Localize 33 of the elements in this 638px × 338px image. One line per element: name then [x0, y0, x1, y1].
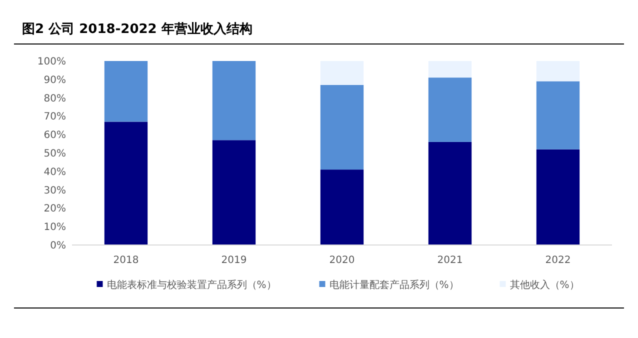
y-tick-label: 40% [44, 166, 66, 178]
y-tick-label: 50% [44, 148, 66, 160]
bar [212, 61, 256, 140]
bar [104, 122, 148, 245]
bar [536, 61, 580, 82]
bar [320, 170, 364, 245]
y-tick-label: 100% [37, 56, 66, 68]
x-tick-label: 2019 [221, 255, 247, 266]
x-tick-label: 2018 [113, 255, 139, 266]
legend-label: 其他收入（%） [510, 279, 580, 291]
bar [320, 84, 364, 170]
y-tick-label: 70% [44, 112, 66, 123]
y-tick-label: 0% [50, 240, 66, 252]
y-tick-label: 80% [44, 93, 66, 104]
legend-label: 电能计量配套产品系列（%） [329, 279, 459, 291]
y-tick-label: 20% [44, 204, 66, 215]
x-tick-label: 2021 [437, 255, 463, 266]
bar [536, 149, 580, 245]
x-tick-label: 2022 [545, 255, 571, 266]
bar [428, 61, 472, 78]
bar [536, 81, 580, 150]
x-tick-label: 2020 [329, 255, 355, 266]
bar [212, 140, 256, 245]
chart-title: 图2 公司 2018-2022 年营业收入结构 [22, 21, 252, 37]
bar [428, 78, 472, 142]
y-tick-label: 10% [44, 222, 66, 234]
bar [320, 61, 364, 85]
y-tick-label: 30% [44, 185, 66, 196]
bar [428, 142, 472, 245]
legend-label: 电能表标准与校验装置产品系列（%） [106, 279, 276, 291]
bar [104, 61, 148, 122]
y-tick-label: 90% [44, 74, 66, 86]
y-tick-label: 60% [44, 130, 66, 142]
